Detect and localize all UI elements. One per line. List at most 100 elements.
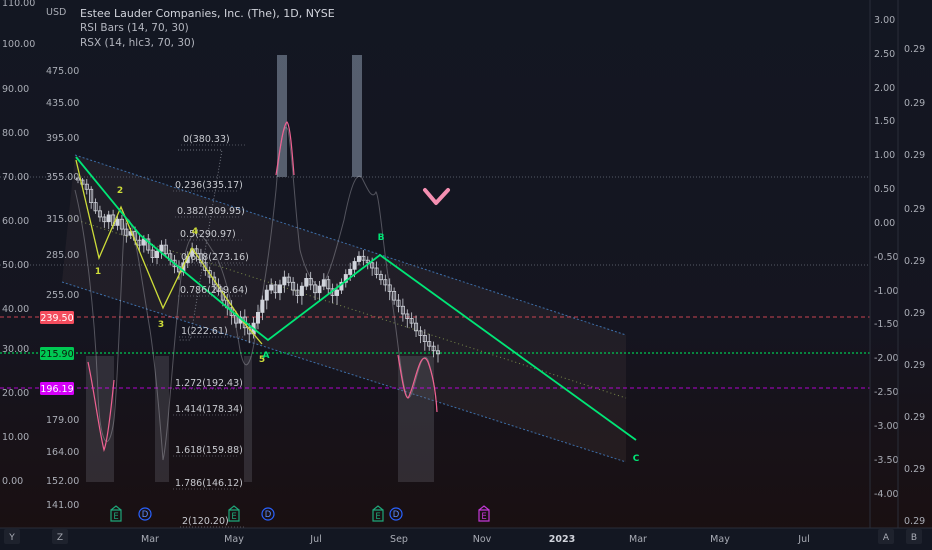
rsx-axis-tick: 1.00 — [874, 150, 895, 161]
fib-level-9-label: 1.618(159.88) — [175, 445, 243, 456]
indicator-rsx[interactable]: RSX (14, hlc3, 70, 30) — [80, 36, 335, 51]
event-letter: E — [113, 512, 118, 522]
rsi-bar-5 — [244, 356, 252, 482]
wave-label-b[interactable]: B — [378, 233, 385, 243]
event-badge-earnings[interactable]: E — [373, 506, 383, 522]
indicator-rsi-bars[interactable]: RSI Bars (14, 70, 30) — [80, 21, 335, 36]
fib-level-5-label: 0.786(249.64) — [180, 285, 248, 296]
right-axis-tick: 0.29 — [904, 412, 925, 423]
price-axis-tick: 315.00 — [46, 214, 79, 225]
right-axis-tick: 0.29 — [904, 464, 925, 475]
price-axis-tick: 285.00 — [46, 250, 79, 261]
fib-level-10-label: 1.786(146.12) — [175, 478, 243, 489]
price-label-text: 215.90 — [40, 349, 73, 360]
event-badge-dividend[interactable]: D — [390, 508, 402, 520]
rsx-axis-tick: -2.00 — [874, 353, 899, 364]
wave-label-1[interactable]: 1 — [95, 267, 101, 277]
fib-level-3-label: 0.5(290.97) — [180, 229, 236, 240]
chevron-down-icon[interactable] — [425, 190, 448, 203]
time-axis-label: Jul — [309, 534, 321, 545]
candle-body — [335, 290, 338, 295]
fib-level-7-label: 1.272(192.43) — [175, 378, 243, 389]
wave-label-c[interactable]: C — [633, 454, 640, 464]
time-axis-label: May — [224, 534, 244, 545]
right-axis-tick: 0.29 — [904, 98, 925, 109]
right-axis-tick: 0.29 — [904, 256, 925, 267]
price-axis-tick: 475.00 — [46, 66, 79, 77]
price-axis-tick: 164.00 — [46, 447, 79, 458]
time-axis-label: 2023 — [549, 534, 575, 545]
time-axis-label: Mar — [141, 534, 159, 545]
rsx-axis-tick: 1.50 — [874, 116, 895, 127]
time-axis-label: Mar — [629, 534, 647, 545]
candle-body — [300, 286, 303, 295]
price-axis-tick: 179.00 — [46, 415, 79, 426]
candle-body — [278, 285, 281, 293]
toolbar-zoom-button[interactable]: Z — [52, 529, 68, 544]
candle-body — [353, 262, 356, 270]
time-axis-label: Jul — [797, 534, 809, 545]
event-badge-dividend[interactable]: D — [139, 508, 151, 520]
rsx-axis-tick: -0.50 — [874, 252, 899, 263]
event-letter: D — [142, 510, 149, 520]
event-badge-earnings[interactable]: E — [229, 506, 239, 522]
candle-body — [349, 269, 352, 274]
rsi-axis-tick: 80.00 — [2, 128, 29, 139]
rsx-axis-tick: -1.00 — [874, 286, 899, 297]
toolbar-left-button-text: Y — [8, 533, 15, 543]
event-letter: D — [265, 510, 272, 520]
candle-body — [261, 300, 264, 312]
rsi-axis-tick: 20.00 — [2, 388, 29, 399]
right-axis-tick: 0.29 — [904, 150, 925, 161]
fib-level-4-label: 0.618(273.16) — [181, 252, 249, 263]
rsx-axis-tick: 2.00 — [874, 83, 895, 94]
fib-level-8-label: 1.414(178.34) — [175, 404, 243, 415]
toolbar-left-button[interactable]: Y — [4, 529, 20, 544]
time-axis-bg — [0, 528, 932, 550]
event-letter: E — [481, 512, 486, 522]
candle-body — [116, 219, 119, 225]
toolbar-settings-button[interactable]: B — [906, 529, 922, 544]
event-badge-earnings_future[interactable]: E — [479, 506, 489, 522]
rsi-axis-tick: 40.00 — [2, 304, 29, 315]
event-badge-dividend[interactable]: D — [262, 508, 274, 520]
rsx-axis-tick: 0.00 — [874, 218, 895, 229]
wave-label-4[interactable]: 4 — [192, 227, 198, 237]
wave-label-3[interactable]: 3 — [158, 320, 164, 330]
price-axis-tick: 395.00 — [46, 133, 79, 144]
rsi-axis-tick: 70.00 — [2, 172, 29, 183]
rsx-axis-tick: -4.00 — [874, 489, 899, 500]
rsx-axis-tick: 0.50 — [874, 184, 895, 195]
toolbar-auto-button[interactable]: A — [878, 529, 894, 544]
right-axis-tick: 0.29 — [904, 44, 925, 55]
event-letter: E — [375, 512, 380, 522]
rsx-axis-tick: 3.00 — [874, 15, 895, 26]
fib-level-6-label: 1(222.61) — [181, 326, 228, 337]
time-axis-label: Nov — [473, 534, 492, 545]
fib-level-0-label: 0(380.33) — [183, 134, 230, 145]
time-axis-label: May — [710, 534, 730, 545]
candle-body — [155, 251, 158, 257]
price-label-resistance[interactable]: 239.50 — [40, 311, 74, 324]
right-axis-tick: 0.29 — [904, 308, 925, 319]
price-label-fib[interactable]: 196.19 — [40, 382, 74, 395]
rsi-bar-4 — [155, 356, 169, 482]
rsi-axis-tick: 0.00 — [2, 476, 23, 487]
event-badge-earnings[interactable]: E — [111, 506, 121, 522]
rsx-axis-tick: -3.50 — [874, 455, 899, 466]
wave-label-a[interactable]: A — [263, 351, 270, 361]
event-letter: D — [393, 510, 400, 520]
currency-label: USD — [46, 7, 66, 18]
rsi-axis-tick: 50.00 — [2, 260, 29, 271]
rsx-axis-tick: -1.50 — [874, 319, 899, 330]
fib-level-11-label: 2(120.20) — [182, 516, 229, 527]
price-axis-tick: 435.00 — [46, 98, 79, 109]
fib-level-2-label: 0.382(309.95) — [177, 206, 245, 217]
price-label-text: 239.50 — [40, 313, 73, 324]
time-axis-label: Sep — [390, 534, 408, 545]
wave-label-2[interactable]: 2 — [117, 186, 123, 196]
right-axis-tick: 0.29 — [904, 360, 925, 371]
price-label-current[interactable]: 215.90 — [40, 347, 74, 360]
price-axis-tick: 355.00 — [46, 172, 79, 183]
